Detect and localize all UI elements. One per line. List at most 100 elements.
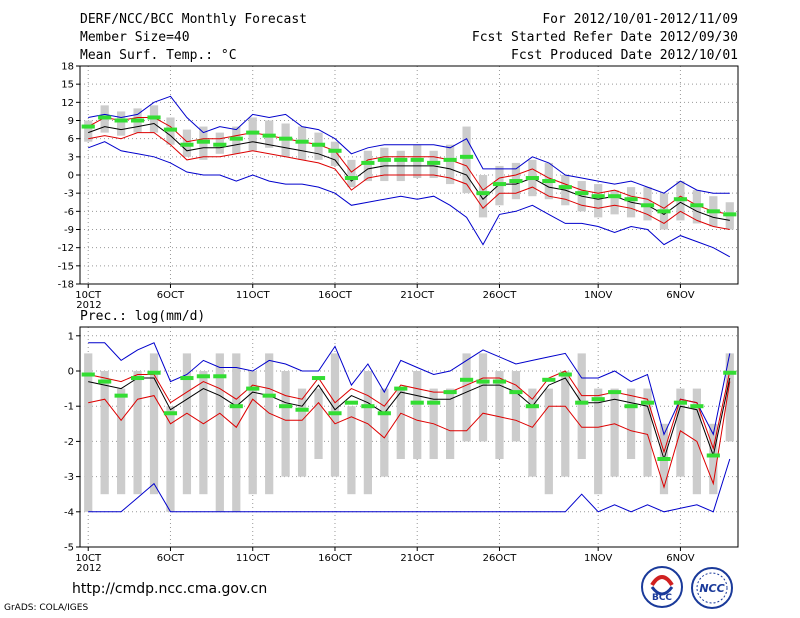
temp-median-mark (608, 194, 622, 199)
temp-median-mark (229, 136, 243, 141)
bcc-logo-text: BCC (652, 593, 672, 603)
temp-spread-box (363, 150, 372, 182)
precip-median-mark (180, 376, 194, 381)
precip-median-mark (361, 404, 375, 409)
precip-spread-box (462, 353, 471, 442)
precip-spread-box (626, 388, 636, 459)
precip-spread-box (182, 353, 192, 495)
temp-median-mark (147, 115, 161, 120)
precip-median-mark (673, 400, 688, 405)
temp-median-mark (394, 157, 408, 162)
temp-spread-box (84, 120, 93, 142)
precip-median-mark (246, 386, 260, 391)
temp-median-mark (311, 142, 326, 147)
precip-median-mark (640, 400, 655, 405)
precip-median-mark (394, 386, 408, 391)
temp-median-mark (542, 179, 556, 184)
temp-median-mark (163, 127, 178, 132)
precip-spread-box (561, 371, 570, 477)
precip-spread-box (84, 353, 93, 512)
precip-median-mark (279, 404, 293, 409)
precip-median-mark (575, 400, 589, 405)
temp-max-line (88, 95, 730, 194)
precip-ytick-label: -5 (64, 543, 74, 554)
temp-ytick-label: -12 (58, 243, 74, 254)
temp-median-mark (98, 115, 112, 120)
temp-median-mark (246, 130, 260, 135)
forecast-started-date: Fcst Started Refer Date 2012/09/30 (471, 30, 738, 45)
forecast-period: For 2012/10/01-2012/11/09 (542, 12, 738, 27)
temp-median-mark (81, 124, 95, 129)
variable-label: Mean Surf. Temp.: °C (80, 48, 237, 63)
precip-median-mark (98, 379, 112, 384)
temp-spread-box (330, 141, 340, 166)
precip-spread-box (215, 353, 224, 512)
precip-spread-box (709, 423, 718, 495)
precip-median-mark (81, 372, 95, 377)
temp-xtick-label: 6NOV (666, 290, 695, 301)
temp-ytick-label: 18 (61, 62, 74, 73)
precip-median-mark (492, 379, 507, 384)
temp-ytick-label: 0 (68, 171, 74, 182)
precip-median-mark (427, 400, 441, 405)
precip-spread-box (511, 371, 521, 442)
temp-median-mark (673, 197, 688, 202)
temp-median-mark (328, 148, 342, 153)
temp-min-line (88, 141, 731, 258)
precip-spread-box (577, 353, 586, 459)
temp-ytick-label: -9 (64, 225, 74, 236)
temp-spread-box (610, 190, 619, 215)
precip-median-mark (410, 400, 424, 405)
precip-spread-box (413, 371, 422, 459)
temp-median-mark (279, 136, 293, 141)
temp-xtick-label: 26OCT (483, 290, 518, 301)
temp-lower-band-line (88, 132, 730, 230)
precip-median-mark (443, 390, 457, 395)
temp-median-mark (509, 179, 523, 184)
precip-xtick-label: 16OCT (318, 553, 353, 564)
grads-credit: GrADS: COLA/IGES (4, 603, 89, 613)
precip-xtick-label: 6NOV (666, 553, 695, 564)
precip-xtick-label: 10CT (75, 553, 102, 564)
temp-ytick-label: -18 (58, 280, 74, 291)
temp-median-mark (443, 157, 457, 162)
temp-spread-box (478, 175, 488, 218)
temp-median-mark (196, 139, 210, 144)
precip-median-mark (311, 376, 326, 381)
precip-spread-box (166, 406, 175, 512)
precip-median-mark (624, 404, 638, 409)
precip-xtick-label: 21OCT (400, 553, 435, 564)
temp-xtick-label: 1NOV (584, 290, 613, 301)
temp-median-mark (410, 157, 424, 162)
temp-upper-band-line (87, 116, 730, 215)
precip-max-line (88, 342, 731, 436)
temp-xtick-label: 21OCT (400, 290, 435, 301)
precip-median-mark (525, 404, 539, 409)
temp-xtick-label: 11OCT (236, 290, 271, 301)
temp-median-mark (591, 194, 605, 199)
precip-ytick-label: -2 (64, 437, 74, 448)
temp-median-mark (476, 191, 490, 196)
precip-median-mark (344, 400, 359, 405)
temp-median-mark (657, 209, 671, 214)
source-url[interactable]: http://cmdp.ncc.cma.gov.cn (72, 581, 268, 597)
temp-median-mark (624, 197, 638, 202)
precip-spread-box (676, 388, 685, 477)
precip-median-mark (723, 370, 737, 375)
temp-ensemble-mean-line (88, 122, 730, 221)
precip-median-mark (657, 457, 671, 461)
temp-ytick-label: -15 (58, 261, 74, 272)
temp-median-mark (114, 118, 128, 123)
precip-median-mark (229, 404, 243, 409)
precip-spread-box (544, 388, 553, 495)
temp-median-mark (262, 133, 276, 138)
forecast-produced-date: Fcst Produced Date 2012/10/01 (511, 48, 738, 63)
temp-xtick-label: 16OCT (318, 290, 353, 301)
precip-spread-box (314, 388, 323, 459)
precip-ytick-label: 1 (68, 331, 74, 342)
precip-plot-frame (79, 326, 739, 548)
precip-median-mark (163, 411, 178, 416)
precip-ytick-label: -4 (64, 507, 74, 518)
precip-spread-box (232, 353, 241, 512)
